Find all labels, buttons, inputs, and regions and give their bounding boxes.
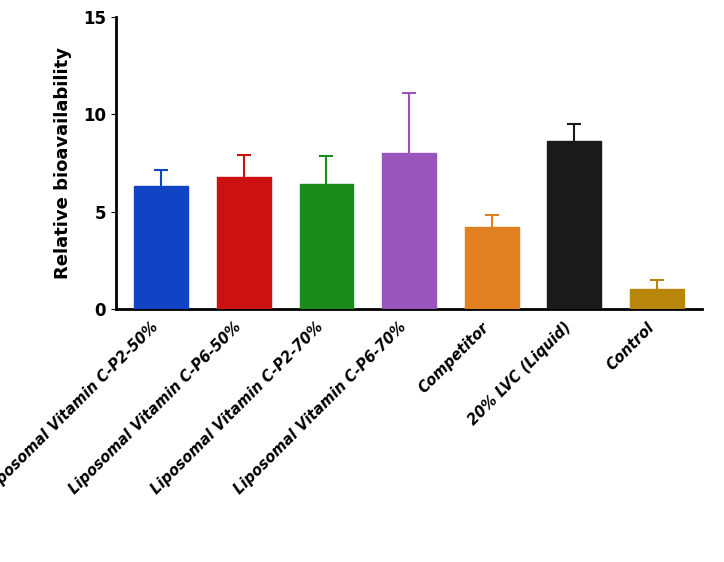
Bar bbox=[630, 289, 683, 309]
Bar bbox=[217, 176, 271, 309]
Y-axis label: Relative bioavailability: Relative bioavailability bbox=[54, 47, 72, 279]
Bar bbox=[547, 140, 601, 309]
Bar bbox=[465, 227, 518, 309]
Bar bbox=[300, 184, 353, 309]
Bar bbox=[135, 187, 188, 309]
Bar bbox=[382, 153, 436, 309]
